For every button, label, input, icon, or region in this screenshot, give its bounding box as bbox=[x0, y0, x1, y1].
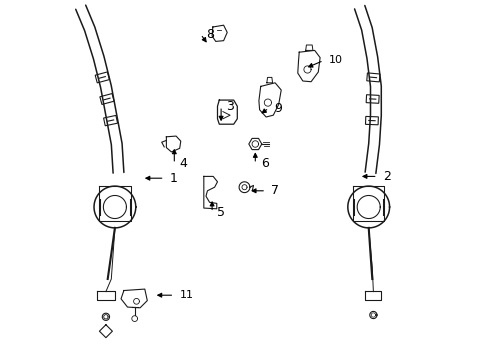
Text: 4: 4 bbox=[179, 157, 187, 170]
Text: 1: 1 bbox=[170, 172, 178, 185]
Text: 8: 8 bbox=[205, 28, 214, 41]
Text: 11: 11 bbox=[179, 290, 193, 300]
Text: 6: 6 bbox=[260, 157, 268, 170]
Text: 7: 7 bbox=[271, 184, 279, 197]
Text: 5: 5 bbox=[217, 206, 225, 219]
Text: 3: 3 bbox=[226, 100, 234, 113]
Text: 2: 2 bbox=[382, 170, 390, 183]
Text: 9: 9 bbox=[274, 102, 282, 114]
Text: 10: 10 bbox=[328, 55, 343, 66]
